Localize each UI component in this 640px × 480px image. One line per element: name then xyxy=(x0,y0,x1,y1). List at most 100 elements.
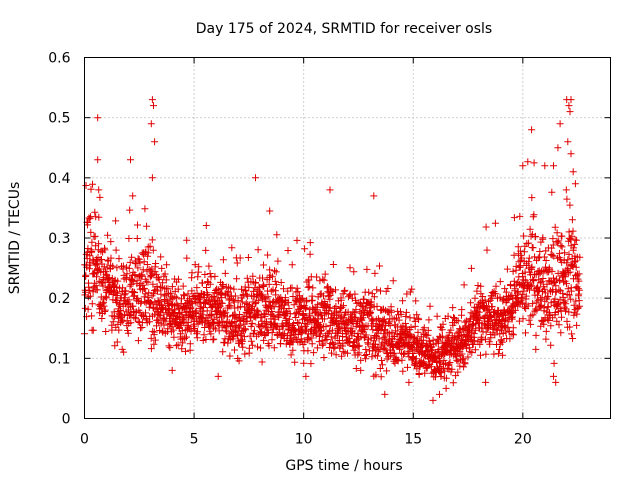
data-point xyxy=(530,211,538,219)
data-point xyxy=(94,156,102,164)
data-point xyxy=(460,363,468,371)
data-point xyxy=(279,323,287,331)
data-point xyxy=(147,334,155,342)
data-point xyxy=(244,254,252,261)
data-point xyxy=(228,244,236,252)
chart-title: Day 175 of 2024, SRMTID for receiver osl… xyxy=(196,21,492,37)
data-point xyxy=(377,373,385,381)
data-point xyxy=(558,232,566,240)
data-point xyxy=(403,290,411,298)
data-point xyxy=(358,303,366,310)
data-point xyxy=(134,318,142,326)
data-point xyxy=(121,311,128,319)
data-point xyxy=(126,206,134,214)
data-point xyxy=(146,273,154,281)
data-point xyxy=(142,309,149,317)
data-point xyxy=(99,282,107,290)
data-point xyxy=(564,138,572,146)
data-point xyxy=(302,304,310,312)
data-point xyxy=(433,312,441,320)
data-point xyxy=(164,325,172,333)
data-point xyxy=(171,309,179,316)
data-point xyxy=(321,270,329,278)
data-point xyxy=(260,261,267,269)
data-point xyxy=(471,294,479,302)
data-point xyxy=(260,282,268,290)
data-point xyxy=(238,285,245,293)
data-point xyxy=(542,327,550,335)
data-point xyxy=(406,288,414,296)
data-point xyxy=(362,346,370,353)
data-point xyxy=(491,331,499,339)
data-point xyxy=(175,275,182,283)
data-point xyxy=(182,347,189,355)
data-point xyxy=(444,312,452,320)
y-tick-label: 0.6 xyxy=(48,51,70,67)
data-point xyxy=(568,216,576,224)
data-point xyxy=(509,324,517,332)
data-point xyxy=(452,352,460,360)
data-point xyxy=(488,289,496,296)
data-point xyxy=(550,359,558,367)
data-point xyxy=(575,270,583,278)
data-point xyxy=(214,372,222,380)
data-point xyxy=(555,321,563,329)
data-point xyxy=(412,297,420,305)
data-point xyxy=(236,311,244,318)
data-point xyxy=(420,324,428,332)
data-point xyxy=(237,331,245,339)
data-point xyxy=(211,325,219,333)
data-point xyxy=(126,282,134,290)
data-point xyxy=(239,343,247,351)
data-point xyxy=(530,277,538,285)
data-point xyxy=(571,180,579,188)
x-tick-label: 20 xyxy=(514,432,532,448)
data-point xyxy=(235,357,243,365)
data-point xyxy=(538,294,546,302)
data-point xyxy=(241,350,249,358)
data-point xyxy=(548,267,556,275)
data-point xyxy=(439,320,447,328)
data-point xyxy=(482,335,489,343)
data-point xyxy=(522,292,530,300)
data-point xyxy=(424,326,432,334)
data-point xyxy=(540,304,548,312)
data-point xyxy=(544,303,552,311)
data-point xyxy=(569,227,577,235)
data-point xyxy=(446,359,454,366)
data-point xyxy=(486,340,494,348)
data-point xyxy=(563,280,570,288)
data-point xyxy=(193,334,201,342)
data-point xyxy=(135,255,143,263)
data-point xyxy=(184,290,192,298)
data-point xyxy=(571,257,579,265)
data-point xyxy=(114,289,121,297)
data-point xyxy=(139,281,147,289)
data-point xyxy=(93,286,101,294)
data-point xyxy=(85,214,93,222)
data-point xyxy=(249,287,257,295)
data-point xyxy=(268,273,276,281)
data-point xyxy=(277,279,285,286)
data-point xyxy=(414,328,422,336)
data-point xyxy=(357,301,365,309)
data-point xyxy=(184,323,192,331)
data-point xyxy=(271,277,279,285)
data-point xyxy=(243,274,251,282)
data-point xyxy=(309,304,317,312)
data-point xyxy=(302,372,310,380)
data-point xyxy=(367,309,375,317)
data-point xyxy=(327,333,335,341)
data-point xyxy=(436,390,443,398)
data-point xyxy=(519,315,527,323)
data-point xyxy=(552,378,560,386)
data-point xyxy=(97,268,105,276)
data-point xyxy=(341,286,349,294)
x-tick-label: 10 xyxy=(295,432,313,448)
data-point xyxy=(85,286,93,294)
data-point xyxy=(521,303,528,311)
data-point xyxy=(209,293,217,300)
data-point xyxy=(221,269,229,277)
data-point xyxy=(125,235,133,242)
data-point xyxy=(471,337,479,345)
